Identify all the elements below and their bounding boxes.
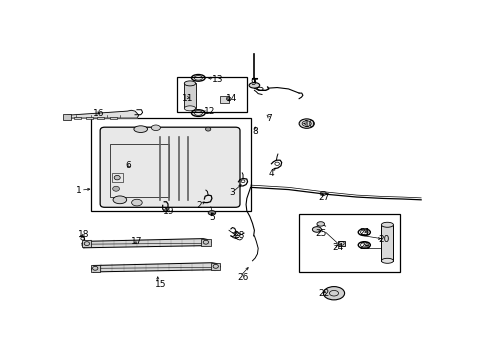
Bar <box>63 114 70 120</box>
Ellipse shape <box>208 211 215 215</box>
Text: 6: 6 <box>125 161 131 170</box>
Bar <box>110 117 117 119</box>
Ellipse shape <box>184 81 195 86</box>
Bar <box>184 84 195 108</box>
Text: 3: 3 <box>229 188 235 197</box>
Text: 17: 17 <box>131 237 142 246</box>
Ellipse shape <box>381 222 393 227</box>
Polygon shape <box>82 239 210 248</box>
Ellipse shape <box>248 82 259 88</box>
Text: 11: 11 <box>181 94 193 103</box>
Text: 8: 8 <box>252 127 258 136</box>
Ellipse shape <box>131 199 142 206</box>
Text: 27: 27 <box>318 193 329 202</box>
Text: 7: 7 <box>265 113 271 122</box>
Bar <box>337 240 345 246</box>
Polygon shape <box>65 110 139 118</box>
Text: 2: 2 <box>196 201 202 210</box>
Bar <box>220 96 228 103</box>
Bar <box>74 117 81 119</box>
Ellipse shape <box>323 287 344 300</box>
Text: 23: 23 <box>359 242 370 251</box>
Text: 28: 28 <box>233 231 244 240</box>
Ellipse shape <box>312 227 321 232</box>
Bar <box>110 144 169 197</box>
Text: 13: 13 <box>211 75 223 84</box>
Ellipse shape <box>114 175 120 180</box>
Text: 14: 14 <box>225 94 237 103</box>
Text: 20: 20 <box>377 235 388 244</box>
Ellipse shape <box>320 192 325 195</box>
FancyBboxPatch shape <box>100 127 240 207</box>
Text: 10: 10 <box>303 121 315 130</box>
Text: 24: 24 <box>331 243 343 252</box>
Bar <box>82 240 91 247</box>
Text: 1: 1 <box>75 186 81 195</box>
Text: 12: 12 <box>203 107 215 116</box>
Polygon shape <box>91 263 220 272</box>
Ellipse shape <box>134 126 147 132</box>
Bar <box>90 265 100 271</box>
Text: 26: 26 <box>237 273 248 282</box>
Ellipse shape <box>184 106 195 111</box>
Bar <box>97 117 104 119</box>
Text: 22: 22 <box>318 289 329 298</box>
Ellipse shape <box>381 258 393 263</box>
Bar <box>201 239 210 246</box>
Text: 15: 15 <box>155 280 166 289</box>
Ellipse shape <box>151 125 160 131</box>
Text: 4: 4 <box>268 169 274 178</box>
Ellipse shape <box>113 196 126 204</box>
Text: 21: 21 <box>359 228 370 237</box>
Bar <box>111 174 122 182</box>
Bar <box>85 117 92 119</box>
Bar <box>210 263 220 270</box>
Ellipse shape <box>205 127 210 131</box>
Bar <box>299 214 400 272</box>
Text: 9: 9 <box>250 77 256 86</box>
Ellipse shape <box>316 222 324 226</box>
Text: 16: 16 <box>93 109 104 118</box>
Text: 19: 19 <box>163 207 174 216</box>
Bar <box>176 77 246 112</box>
Text: 18: 18 <box>78 230 89 239</box>
Text: 5: 5 <box>208 213 214 222</box>
Text: 25: 25 <box>315 229 326 238</box>
Bar <box>90 118 250 211</box>
Bar <box>381 225 393 261</box>
Ellipse shape <box>299 119 314 128</box>
Ellipse shape <box>112 186 119 191</box>
